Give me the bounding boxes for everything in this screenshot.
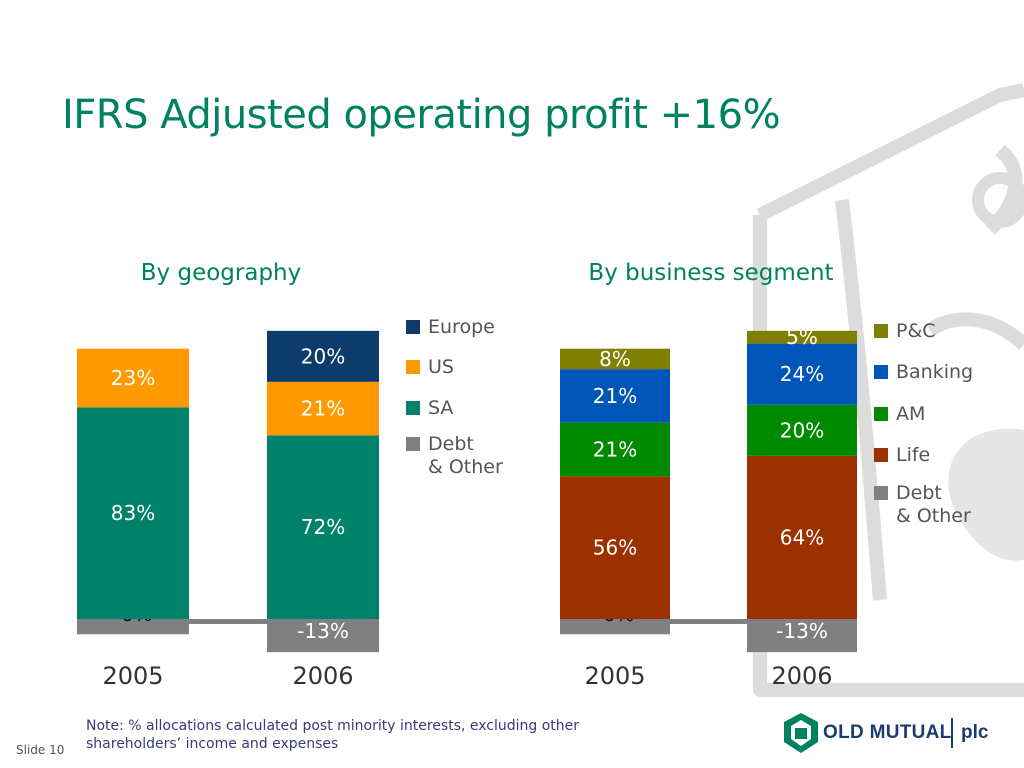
- chart-title: By geography: [141, 260, 301, 286]
- bar-sa-2006: [267, 435, 379, 619]
- data-label-banking-2005: 21%: [593, 384, 637, 408]
- data-label-sa-2006: 72%: [301, 515, 345, 539]
- logo-suffix-text: plc: [961, 722, 989, 743]
- data-label-banking-2006: 24%: [780, 362, 824, 386]
- data-label-us-2006: 21%: [301, 397, 345, 421]
- legend-swatch-p-c: [874, 324, 888, 338]
- bar-debt-other-2005: [77, 619, 189, 635]
- bar-debt-other-2005: [560, 619, 670, 635]
- logo-separator: [951, 718, 953, 748]
- data-label-debt-other-2006: -13%: [297, 619, 349, 643]
- baseline-connector: [189, 619, 267, 624]
- bar-us-2005: [77, 348, 189, 408]
- data-label-us-2005: 23%: [111, 366, 155, 390]
- old-mutual-logo: OLD MUTUAL plc: [783, 712, 1013, 754]
- legend-swatch-sa: [406, 401, 420, 415]
- legend-swatch-life: [874, 448, 888, 462]
- legend-swatch-banking: [874, 365, 888, 379]
- x-tick-label-2005: 2005: [102, 662, 163, 690]
- logo-brand-text: OLD MUTUAL: [823, 722, 952, 743]
- data-label-sa-2005: 83%: [111, 501, 155, 525]
- bar-life-2006: [747, 455, 857, 619]
- legend-swatch-us: [406, 360, 420, 374]
- slide-title: IFRS Adjusted operating profit +16%: [62, 92, 781, 138]
- legend-label-debt-other: Debt: [428, 433, 474, 455]
- legend-label-debt-other-line2: & Other: [428, 456, 503, 478]
- footnote: Note: % allocations calculated post mino…: [86, 718, 580, 752]
- legend-swatch-debt-other: [874, 486, 888, 500]
- chart-title: By business segment: [588, 260, 833, 286]
- chart-by-business-segment: By business segment-6%56%21%21%8%2005-13…: [560, 260, 973, 690]
- legend-label-debt-other: Debt: [896, 482, 942, 504]
- x-tick-label-2006: 2006: [771, 662, 832, 690]
- legend-label-sa: SA: [428, 397, 453, 419]
- data-label-p-c-2005: 8%: [599, 347, 631, 371]
- legend-swatch-debt-other: [406, 437, 420, 451]
- bar-banking-2005: [560, 369, 670, 423]
- logo-crest-icon: [784, 713, 818, 753]
- x-tick-label-2005: 2005: [584, 662, 645, 690]
- data-label-europe-2006: 20%: [301, 344, 345, 368]
- bar-sa-2005: [77, 407, 189, 619]
- data-label-p-c-2006: 5%: [786, 325, 818, 349]
- bar-am-2006: [747, 404, 857, 456]
- bar-p-c-2005: [560, 348, 670, 370]
- bar-banking-2006: [747, 343, 857, 405]
- legend-swatch-am: [874, 407, 888, 421]
- legend-label-us: US: [428, 356, 454, 378]
- bar-life-2005: [560, 476, 670, 619]
- bar-europe-2006: [267, 330, 379, 382]
- data-label-am-2005: 21%: [593, 437, 637, 461]
- legend-swatch-europe: [406, 320, 420, 334]
- baseline-connector: [670, 619, 747, 624]
- data-label-life-2006: 64%: [780, 525, 824, 549]
- x-tick-label-2006: 2006: [292, 662, 353, 690]
- legend-label-banking: Banking: [896, 361, 973, 383]
- data-label-life-2005: 56%: [593, 536, 637, 560]
- legend-label-am: AM: [896, 403, 925, 425]
- data-label-am-2006: 20%: [780, 418, 824, 442]
- legend-label-europe: Europe: [428, 316, 495, 338]
- data-label-debt-other-2006: -13%: [776, 619, 828, 643]
- bar-p-c-2006: [747, 330, 857, 344]
- bar-debt-other-2006: [747, 619, 857, 653]
- chart-by-geography: By geography-6%83%23%2005-13%72%21%20%20…: [77, 260, 503, 690]
- legend-label-p-c: P&C: [896, 320, 936, 342]
- bar-debt-other-2006: [267, 619, 379, 653]
- bar-am-2005: [560, 422, 670, 477]
- legend-label-debt-other-line2: & Other: [896, 505, 971, 527]
- legend-label-life: Life: [896, 444, 930, 466]
- bar-us-2006: [267, 381, 379, 436]
- slide-number: Slide 10: [16, 743, 65, 757]
